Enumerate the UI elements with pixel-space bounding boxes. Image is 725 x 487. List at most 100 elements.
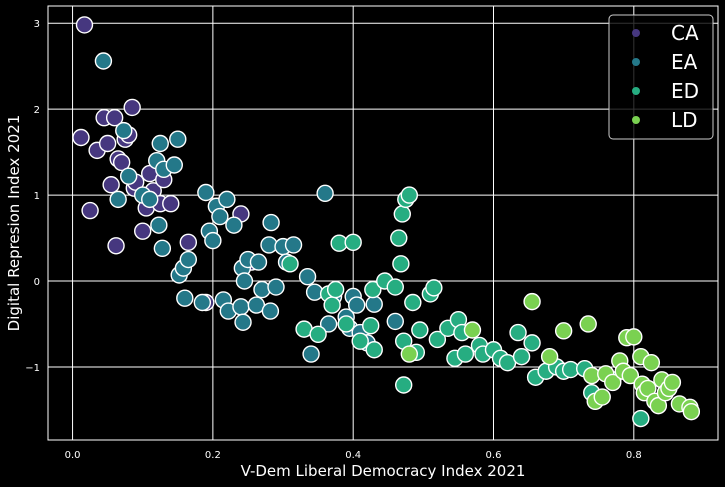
data-point bbox=[347, 296, 366, 314]
legend-label-ca: CA bbox=[671, 21, 699, 45]
data-point bbox=[393, 205, 411, 223]
data-point bbox=[386, 278, 404, 296]
scatter-points bbox=[72, 16, 701, 428]
data-point bbox=[249, 253, 268, 271]
data-point bbox=[119, 167, 138, 185]
x-tick-label: 0.8 bbox=[626, 450, 642, 461]
data-point bbox=[642, 353, 661, 372]
data-point bbox=[302, 345, 320, 363]
data-point bbox=[392, 255, 410, 273]
data-point bbox=[625, 328, 643, 346]
data-point bbox=[540, 347, 559, 366]
data-point bbox=[211, 207, 229, 226]
data-point bbox=[394, 376, 413, 394]
data-point bbox=[632, 409, 650, 428]
data-point bbox=[682, 402, 701, 421]
data-point bbox=[261, 302, 280, 320]
data-point bbox=[309, 325, 327, 343]
data-point bbox=[463, 321, 482, 339]
data-point bbox=[425, 279, 443, 297]
data-point bbox=[593, 388, 611, 406]
data-point bbox=[109, 190, 127, 209]
data-point bbox=[179, 233, 198, 252]
data-point bbox=[323, 296, 341, 314]
data-point bbox=[509, 323, 527, 342]
data-point bbox=[284, 236, 303, 254]
data-point bbox=[151, 134, 169, 153]
data-point bbox=[262, 213, 280, 232]
data-point bbox=[456, 345, 475, 363]
plot-area-frame bbox=[47, 5, 719, 441]
data-point bbox=[102, 176, 120, 194]
x-axis-ticks: 0.0 0.2 0.4 0.6 0.8 bbox=[65, 450, 642, 461]
data-point bbox=[234, 313, 252, 331]
data-point bbox=[281, 255, 299, 273]
x-tick-label: 0.0 bbox=[65, 450, 81, 461]
data-point bbox=[523, 292, 541, 311]
data-point bbox=[316, 184, 334, 203]
data-point bbox=[579, 315, 597, 333]
data-point bbox=[365, 341, 383, 359]
data-point bbox=[162, 194, 180, 213]
data-point bbox=[107, 237, 125, 255]
data-point bbox=[235, 272, 254, 290]
data-point bbox=[400, 345, 419, 363]
data-point bbox=[179, 250, 198, 269]
data-point bbox=[75, 16, 94, 34]
data-point bbox=[141, 190, 159, 209]
series-ed bbox=[281, 186, 650, 428]
data-point bbox=[225, 216, 243, 234]
legend-marker-ld bbox=[632, 116, 640, 124]
y-axis-ticks: −1 0 1 2 3 bbox=[25, 19, 40, 374]
data-point bbox=[94, 52, 113, 70]
x-axis-label: V-Dem Liberal Democracy Index 2021 bbox=[241, 462, 526, 480]
data-point bbox=[169, 130, 187, 148]
data-point bbox=[351, 332, 369, 350]
data-point bbox=[153, 239, 172, 258]
data-point bbox=[81, 201, 99, 220]
legend-marker-ed bbox=[632, 87, 640, 95]
data-point bbox=[232, 298, 250, 316]
legend-label-ed: ED bbox=[671, 79, 699, 103]
data-point bbox=[428, 330, 447, 349]
data-point bbox=[98, 134, 117, 153]
data-point bbox=[150, 216, 168, 234]
data-point bbox=[390, 229, 408, 247]
x-tick-label: 0.2 bbox=[205, 450, 221, 461]
data-point bbox=[344, 233, 362, 252]
data-point bbox=[115, 121, 133, 140]
data-point bbox=[362, 316, 380, 335]
data-point bbox=[621, 366, 640, 385]
legend-box bbox=[608, 14, 714, 140]
y-axis-label: Digital Represion Index 2021 bbox=[5, 115, 23, 332]
data-point bbox=[512, 347, 531, 366]
data-point bbox=[165, 156, 183, 174]
data-point bbox=[386, 312, 404, 331]
x-tick-label: 0.6 bbox=[486, 450, 502, 461]
legend-marker-ea bbox=[632, 58, 640, 66]
legend-marker-ca bbox=[632, 29, 640, 37]
data-point bbox=[554, 322, 573, 340]
data-point bbox=[204, 231, 222, 250]
series-ld bbox=[400, 292, 701, 421]
data-point bbox=[404, 293, 422, 312]
data-point bbox=[253, 280, 271, 299]
data-point bbox=[112, 153, 131, 172]
data-point bbox=[400, 186, 419, 204]
data-point bbox=[604, 373, 622, 392]
data-point bbox=[298, 268, 317, 286]
x-tick-label: 0.4 bbox=[345, 450, 361, 461]
data-point bbox=[72, 128, 90, 147]
data-point bbox=[267, 278, 285, 296]
y-tick-label: 3 bbox=[34, 19, 40, 30]
data-point bbox=[197, 183, 215, 202]
data-point bbox=[218, 190, 236, 209]
data-point bbox=[663, 373, 682, 392]
y-tick-label: 0 bbox=[34, 277, 40, 288]
data-point bbox=[134, 222, 152, 240]
data-point bbox=[176, 289, 194, 307]
legend-label-ld: LD bbox=[671, 108, 698, 132]
data-point bbox=[105, 109, 124, 127]
data-point bbox=[337, 315, 355, 333]
